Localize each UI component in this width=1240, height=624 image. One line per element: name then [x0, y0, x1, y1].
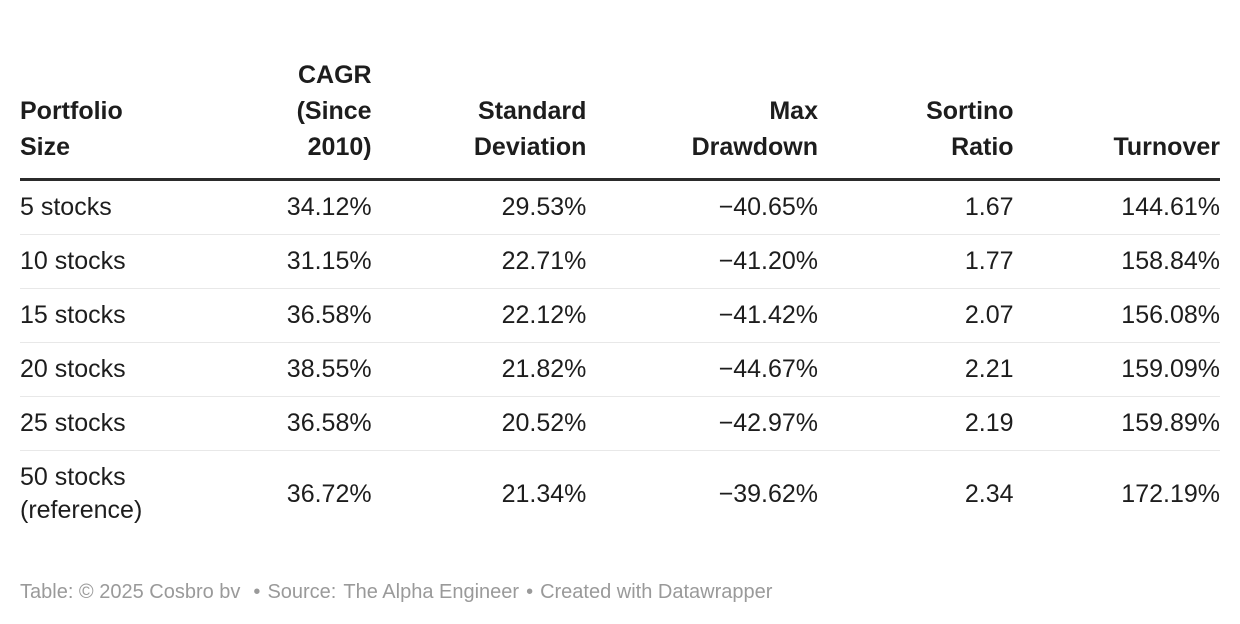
cell-standard-deviation: 29.53% [371, 179, 587, 235]
cell-max-drawdown: −42.97% [586, 396, 818, 451]
cell-portfolio-size: 10 stocks [20, 234, 210, 289]
datawrapper-credit-link[interactable]: Created with Datawrapper [540, 581, 773, 603]
table-body: 5 stocks 34.12% 29.53% −40.65% 1.67 144.… [20, 179, 1220, 538]
cell-cagr: 38.55% [209, 342, 372, 397]
cell-cagr: 36.58% [209, 396, 372, 451]
column-header-standard-deviation: Standard Deviation [371, 57, 587, 181]
table-row: 50 stocks (reference) 36.72% 21.34% −39.… [20, 451, 1220, 538]
column-header-portfolio-size: Portfolio Size [20, 57, 210, 181]
cell-standard-deviation: 22.71% [371, 234, 587, 289]
cell-sortino-ratio: 2.34 [964, 479, 1014, 508]
portfolio-metrics-table: Portfolio Size CAGR (Since 2010) Standar… [20, 57, 1220, 537]
column-header-turnover: Turnover [1013, 57, 1220, 181]
cell-sortino-ratio: 2.19 [817, 396, 1014, 451]
cell-max-drawdown: −41.42% [586, 288, 818, 343]
table-footer: Table: © 2025 Cosbro bv • Source: The Al… [20, 578, 1220, 606]
cell-turnover: 159.09% [1013, 342, 1220, 397]
cell-portfolio-size: 50 stocks (reference) [20, 463, 143, 524]
column-header-cagr: CAGR (Since 2010) [209, 57, 372, 181]
cell-cagr: 36.72% [286, 479, 372, 508]
cell-cagr: 34.12% [209, 179, 372, 235]
cell-standard-deviation: 21.34% [501, 479, 587, 508]
cell-standard-deviation: 20.52% [371, 396, 587, 451]
table-row: 25 stocks 36.58% 20.52% −42.97% 2.19 159… [20, 396, 1220, 451]
cell-sortino-ratio: 1.77 [817, 234, 1014, 289]
header-row: Portfolio Size CAGR (Since 2010) Standar… [20, 57, 1220, 181]
footer-source-link[interactable]: The Alpha Engineer [343, 581, 520, 603]
table-row: 15 stocks 36.58% 22.12% −41.42% 2.07 156… [20, 288, 1220, 343]
cell-standard-deviation: 22.12% [371, 288, 587, 343]
table-row: 5 stocks 34.12% 29.53% −40.65% 1.67 144.… [20, 179, 1220, 235]
footer-source-label: Source: [267, 581, 337, 603]
cell-portfolio-size: 15 stocks [20, 288, 210, 343]
cell-turnover: 144.61% [1013, 179, 1220, 235]
cell-max-drawdown: −41.20% [586, 234, 818, 289]
cell-portfolio-size: 25 stocks [20, 396, 210, 451]
cell-standard-deviation: 21.82% [371, 342, 587, 397]
cell-turnover: 159.89% [1013, 396, 1220, 451]
cell-sortino-ratio: 1.67 [817, 179, 1014, 235]
cell-portfolio-size: 5 stocks [20, 179, 210, 235]
footer-attribution: Table: © 2025 Cosbro bv [20, 581, 241, 603]
cell-portfolio-size: 20 stocks [20, 342, 210, 397]
cell-cagr: 31.15% [209, 234, 372, 289]
cell-sortino-ratio: 2.21 [817, 342, 1014, 397]
cell-turnover: 158.84% [1013, 234, 1220, 289]
table-header: Portfolio Size CAGR (Since 2010) Standar… [20, 57, 1220, 181]
cell-turnover: 172.19% [1121, 479, 1220, 508]
cell-sortino-ratio: 2.07 [817, 288, 1014, 343]
cell-max-drawdown: −44.67% [586, 342, 818, 397]
cell-max-drawdown: −39.62% [718, 479, 818, 508]
table-row: 20 stocks 38.55% 21.82% −44.67% 2.21 159… [20, 342, 1220, 397]
cell-max-drawdown: −40.65% [586, 179, 818, 235]
table-row: 10 stocks 31.15% 22.71% −41.20% 1.77 158… [20, 234, 1220, 289]
cell-cagr: 36.58% [209, 288, 372, 343]
footer-separator: • [526, 581, 534, 603]
cell-turnover: 156.08% [1013, 288, 1220, 343]
footer-separator: • [253, 581, 261, 603]
column-header-max-drawdown: Max Drawdown [586, 57, 818, 181]
column-header-sortino-ratio: Sortino Ratio [817, 57, 1014, 181]
